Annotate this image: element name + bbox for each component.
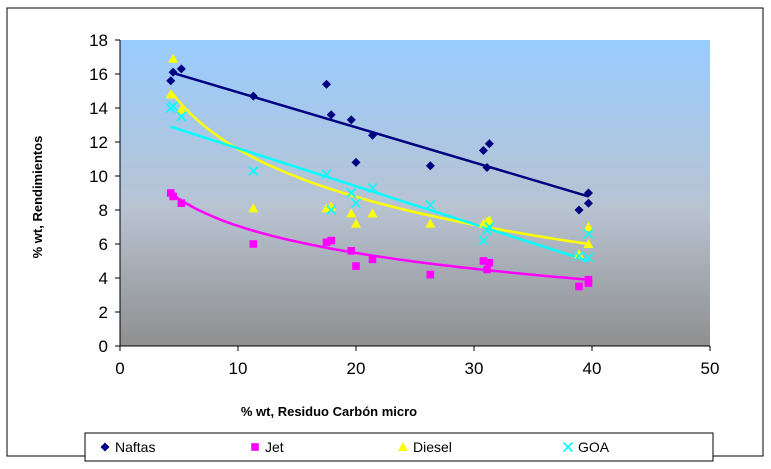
x-tick-label: 20: [347, 359, 366, 378]
data-point-goa: [321, 169, 332, 180]
legend-label-goa: GOA: [578, 439, 610, 455]
data-point-jet: [177, 199, 186, 207]
data-point-goa: [248, 165, 259, 176]
trendline-naftas: [170, 71, 589, 198]
data-point-goa: [484, 221, 495, 233]
data-point-naftas: [583, 198, 593, 208]
data-point-jet: [327, 236, 336, 245]
data-point-diesel: [351, 218, 361, 228]
data-points: [165, 53, 594, 291]
data-point-goa: [583, 228, 594, 239]
data-point-goa: [425, 199, 436, 210]
data-point-naftas: [346, 115, 356, 125]
data-point-goa: [346, 187, 357, 199]
y-tick-label: 12: [89, 133, 108, 152]
y-tick-label: 0: [99, 337, 108, 356]
data-point-goa: [573, 250, 585, 261]
data-point-diesel: [484, 215, 495, 225]
data-point-goa: [478, 235, 489, 246]
legend-marker-diesel: [398, 442, 408, 451]
data-point-goa: [350, 198, 362, 209]
x-tick-label: 40: [583, 359, 602, 378]
data-point-naftas: [484, 139, 494, 149]
y-axis-ticks: 0 2 4 6 8 10 12 14 16 18: [89, 31, 120, 356]
legend-box: [84, 432, 714, 462]
legend-marker-goa: [562, 441, 574, 453]
data-point-jet: [485, 258, 494, 267]
data-point-goa: [326, 204, 337, 216]
data-point-jet: [249, 240, 258, 248]
data-point-diesel: [176, 104, 187, 114]
data-point-naftas: [583, 188, 593, 198]
data-point-naftas: [176, 64, 186, 74]
data-point-naftas: [351, 157, 361, 167]
y-axis-title: % wt, Rendimientos: [30, 136, 45, 259]
y-tick-label: 14: [89, 99, 108, 118]
x-axis-title: % wt, Residuo Carbón micro: [241, 404, 417, 419]
data-point-naftas: [574, 205, 584, 215]
data-point-jet: [584, 279, 593, 287]
trendline-diesel: [169, 90, 589, 246]
data-point-jet: [347, 247, 356, 255]
plot-area: [120, 40, 710, 346]
data-point-jet: [368, 255, 377, 264]
y-tick-label: 16: [89, 65, 108, 84]
data-point-jet: [322, 238, 331, 247]
data-point-diesel: [425, 218, 436, 228]
data-point-diesel: [168, 53, 179, 63]
x-tick-label: 0: [115, 359, 124, 378]
y-tick-label: 8: [99, 201, 108, 220]
trendlines: [169, 71, 589, 281]
data-point-naftas: [478, 146, 488, 155]
x-tick-label: 10: [229, 359, 248, 378]
data-point-naftas: [248, 91, 258, 101]
data-point-jet: [483, 265, 491, 274]
data-point-jet: [352, 262, 360, 270]
legend-label-jet: Jet: [265, 439, 284, 455]
x-axis-ticks: 0 10 20 30 40 50: [115, 346, 719, 378]
y-tick-label: 2: [99, 303, 108, 322]
data-point-naftas: [166, 76, 176, 86]
data-point-goa: [583, 252, 594, 263]
data-point-goa: [367, 182, 378, 193]
data-point-goa: [168, 101, 179, 112]
y-tick-label: 4: [99, 269, 108, 288]
data-point-goa: [176, 111, 187, 122]
data-point-jet: [169, 192, 177, 201]
data-point-naftas: [425, 161, 435, 171]
y-tick-label: 6: [99, 235, 108, 254]
data-point-diesel: [165, 89, 176, 99]
data-point-diesel: [346, 208, 357, 218]
data-point-naftas: [482, 163, 492, 172]
legend-label-naftas: Naftas: [115, 439, 155, 455]
legend: Naftas Jet Diesel GOA: [100, 439, 610, 455]
data-point-jet: [575, 282, 583, 291]
data-point-naftas: [326, 110, 336, 120]
y-tick-label: 18: [89, 31, 108, 50]
data-point-diesel: [574, 249, 585, 259]
legend-marker-jet: [251, 443, 259, 451]
x-tick-label: 30: [465, 359, 484, 378]
data-point-naftas: [322, 79, 331, 89]
y-tick-label: 10: [89, 167, 108, 186]
data-point-jet: [479, 257, 488, 265]
x-tick-label: 50: [701, 359, 720, 378]
legend-marker-naftas: [100, 442, 110, 452]
trendline-goa: [170, 125, 589, 263]
trendline-jet: [169, 191, 589, 281]
data-point-diesel: [583, 239, 594, 248]
legend-label-diesel: Diesel: [413, 439, 452, 455]
data-point-diesel: [583, 222, 594, 231]
data-point-diesel: [248, 203, 259, 213]
data-point-naftas: [368, 130, 378, 140]
data-point-naftas: [168, 67, 178, 77]
data-point-jet: [426, 270, 435, 279]
data-point-diesel: [367, 208, 378, 218]
